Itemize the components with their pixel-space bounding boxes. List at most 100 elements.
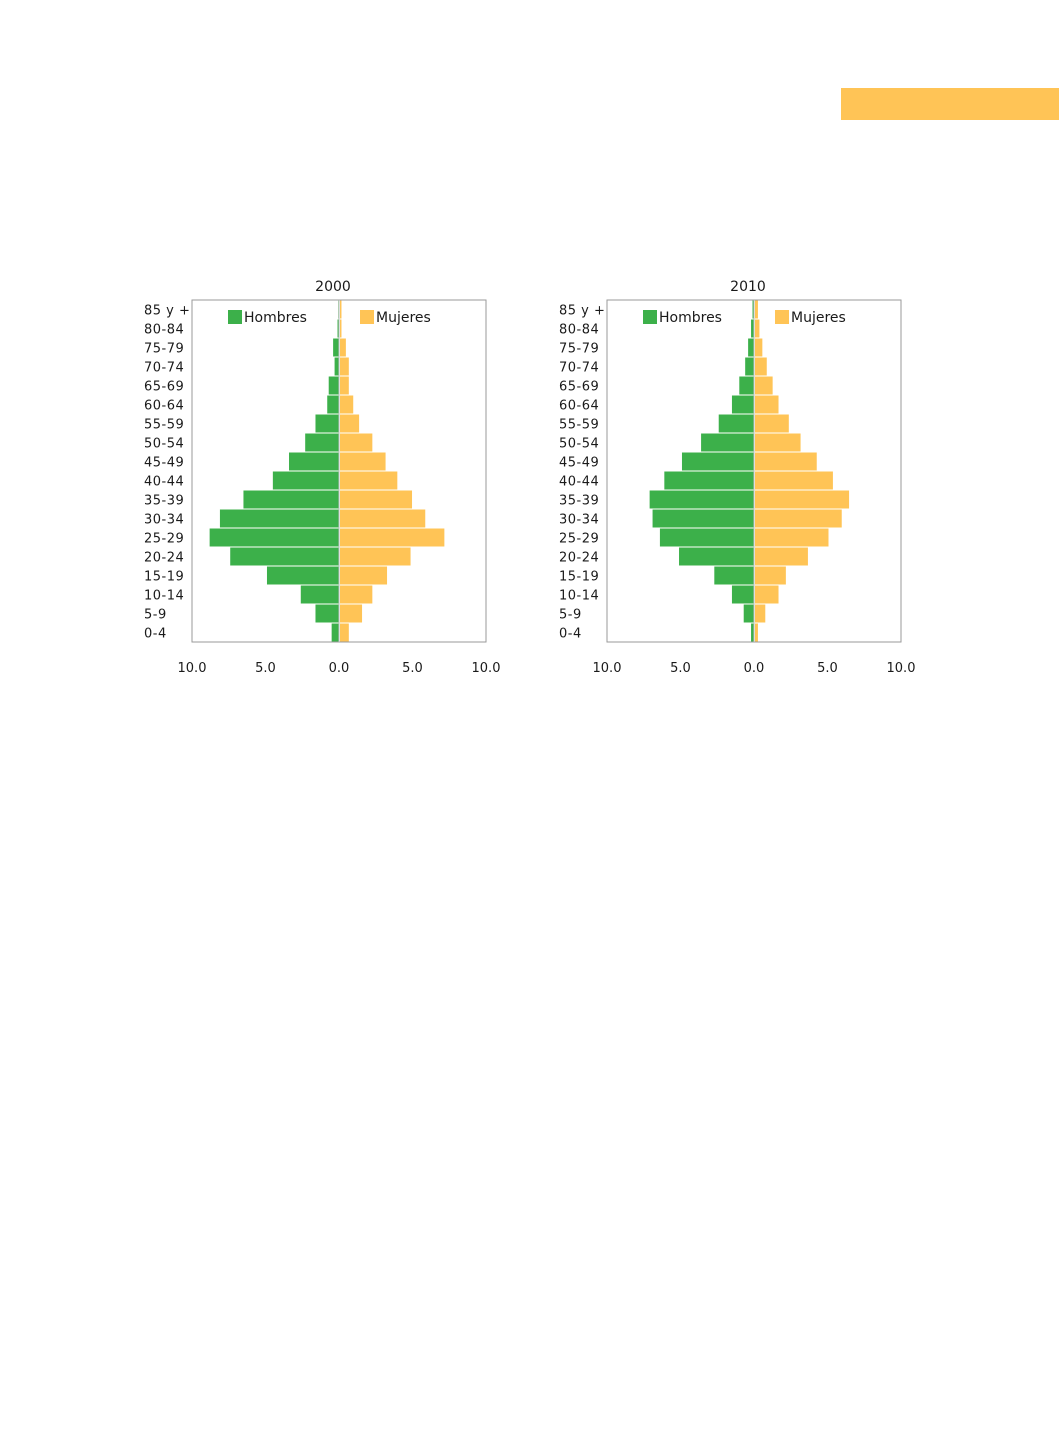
bar-hombres-5-9 xyxy=(315,604,339,623)
bar-mujeres-55-59 xyxy=(340,414,360,433)
bar-mujeres-30-34 xyxy=(755,509,842,528)
age-group-label: 10-14 xyxy=(559,589,599,604)
bar-mujeres-5-9 xyxy=(340,604,363,623)
bar-mujeres-45-49 xyxy=(340,452,386,471)
bar-hombres-0-4 xyxy=(331,623,339,642)
bar-hombres-5-9 xyxy=(743,604,754,623)
bar-mujeres-65-69 xyxy=(755,376,773,395)
bar-hombres-50-54 xyxy=(701,433,754,452)
age-group-label: 10-14 xyxy=(144,589,184,604)
legend: Hombres Mujeres xyxy=(228,310,431,326)
accent-bar xyxy=(841,88,1059,120)
age-group-label: 80-84 xyxy=(144,323,184,338)
x-tick-label: 10.0 xyxy=(178,661,207,676)
age-group-label: 20-24 xyxy=(144,551,184,566)
age-group-label: 5-9 xyxy=(144,608,167,623)
bar-hombres-10-14 xyxy=(300,585,339,604)
bar-mujeres-55-59 xyxy=(755,414,789,433)
chart-title: 2000 xyxy=(315,279,351,295)
legend-swatch-hombres xyxy=(228,310,242,324)
bar-hombres-55-59 xyxy=(718,414,754,433)
bar-hombres-35-39 xyxy=(649,490,754,509)
bar-mujeres-25-29 xyxy=(340,528,445,547)
bar-hombres-25-29 xyxy=(209,528,339,547)
bar-mujeres-20-24 xyxy=(755,547,808,566)
age-group-label: 5-9 xyxy=(559,608,582,623)
bar-hombres-65-69 xyxy=(739,376,754,395)
bar-mujeres-65-69 xyxy=(340,376,349,395)
age-group-label: 80-84 xyxy=(559,323,599,338)
legend-label-hombres: Hombres xyxy=(244,310,307,326)
age-group-label: 75-79 xyxy=(144,342,184,357)
age-group-label: 60-64 xyxy=(144,399,184,414)
x-tick-label: 10.0 xyxy=(472,661,501,676)
bar-hombres-80-84 xyxy=(337,319,339,338)
bar-hombres-65-69 xyxy=(328,376,339,395)
age-group-label: 65-69 xyxy=(559,380,599,395)
age-group-label: 25-29 xyxy=(559,532,599,547)
x-tick-label: 10.0 xyxy=(887,661,916,676)
age-group-label: 85 y + xyxy=(144,304,190,319)
x-tick-label: 5.0 xyxy=(255,661,276,676)
bar-hombres-20-24 xyxy=(230,547,339,566)
bar-mujeres-85yplus xyxy=(340,300,342,319)
bar-mujeres-35-39 xyxy=(755,490,850,509)
legend-swatch-mujeres xyxy=(775,310,789,324)
bar-mujeres-75-79 xyxy=(340,338,346,357)
legend-label-hombres: Hombres xyxy=(659,310,722,326)
age-group-label: 55-59 xyxy=(559,418,599,433)
bar-mujeres-35-39 xyxy=(340,490,413,509)
age-group-label: 45-49 xyxy=(144,456,184,471)
bar-hombres-40-44 xyxy=(664,471,754,490)
bar-hombres-25-29 xyxy=(659,528,754,547)
bar-mujeres-60-64 xyxy=(340,395,354,414)
bar-hombres-80-84 xyxy=(751,319,754,338)
bar-mujeres-5-9 xyxy=(755,604,766,623)
legend-label-mujeres: Mujeres xyxy=(791,310,846,326)
age-group-label: 35-39 xyxy=(144,494,184,509)
age-group-label: 50-54 xyxy=(144,437,184,452)
bar-hombres-20-24 xyxy=(679,547,754,566)
bar-mujeres-15-19 xyxy=(755,566,786,585)
age-group-label: 0-4 xyxy=(559,627,582,642)
population-pyramid-2000: 2000 85 y + 80-84 75-79 70-74 65-69 60-64 55-59… xyxy=(144,279,501,676)
age-group-label: 55-59 xyxy=(144,418,184,433)
bar-mujeres-50-54 xyxy=(340,433,373,452)
bar-mujeres-40-44 xyxy=(755,471,833,490)
bar-mujeres-85yplus xyxy=(755,300,758,319)
x-tick-label: 5.0 xyxy=(817,661,838,676)
bar-mujeres-75-79 xyxy=(755,338,763,357)
bar-hombres-45-49 xyxy=(289,452,339,471)
age-group-label: 25-29 xyxy=(144,532,184,547)
bar-mujeres-15-19 xyxy=(340,566,388,585)
age-group-label: 70-74 xyxy=(559,361,599,376)
chart-title: 2010 xyxy=(730,279,766,295)
age-group-label: 65-69 xyxy=(144,380,184,395)
bar-hombres-30-34 xyxy=(219,509,339,528)
bar-hombres-60-64 xyxy=(327,395,339,414)
bar-hombres-15-19 xyxy=(714,566,754,585)
bar-mujeres-45-49 xyxy=(755,452,817,471)
x-tick-label: 5.0 xyxy=(402,661,423,676)
age-group-label: 50-54 xyxy=(559,437,599,452)
age-group-label: 75-79 xyxy=(559,342,599,357)
bar-hombres-70-74 xyxy=(334,357,339,376)
bar-mujeres-10-14 xyxy=(340,585,373,604)
bar-hombres-40-44 xyxy=(272,471,339,490)
bar-hombres-0-4 xyxy=(751,623,754,642)
age-group-label: 30-34 xyxy=(144,513,184,528)
age-group-label: 15-19 xyxy=(144,570,184,585)
legend-label-mujeres: Mujeres xyxy=(376,310,431,326)
bar-mujeres-20-24 xyxy=(340,547,411,566)
legend-swatch-mujeres xyxy=(360,310,374,324)
age-group-label: 85 y + xyxy=(559,304,605,319)
legend-swatch-hombres xyxy=(643,310,657,324)
x-tick-label: 10.0 xyxy=(593,661,622,676)
age-group-label: 15-19 xyxy=(559,570,599,585)
bar-mujeres-25-29 xyxy=(755,528,829,547)
bar-hombres-50-54 xyxy=(305,433,339,452)
age-group-label: 35-39 xyxy=(559,494,599,509)
bar-hombres-75-79 xyxy=(333,338,339,357)
bar-mujeres-0-4 xyxy=(340,623,349,642)
x-tick-label: 0.0 xyxy=(744,661,765,676)
